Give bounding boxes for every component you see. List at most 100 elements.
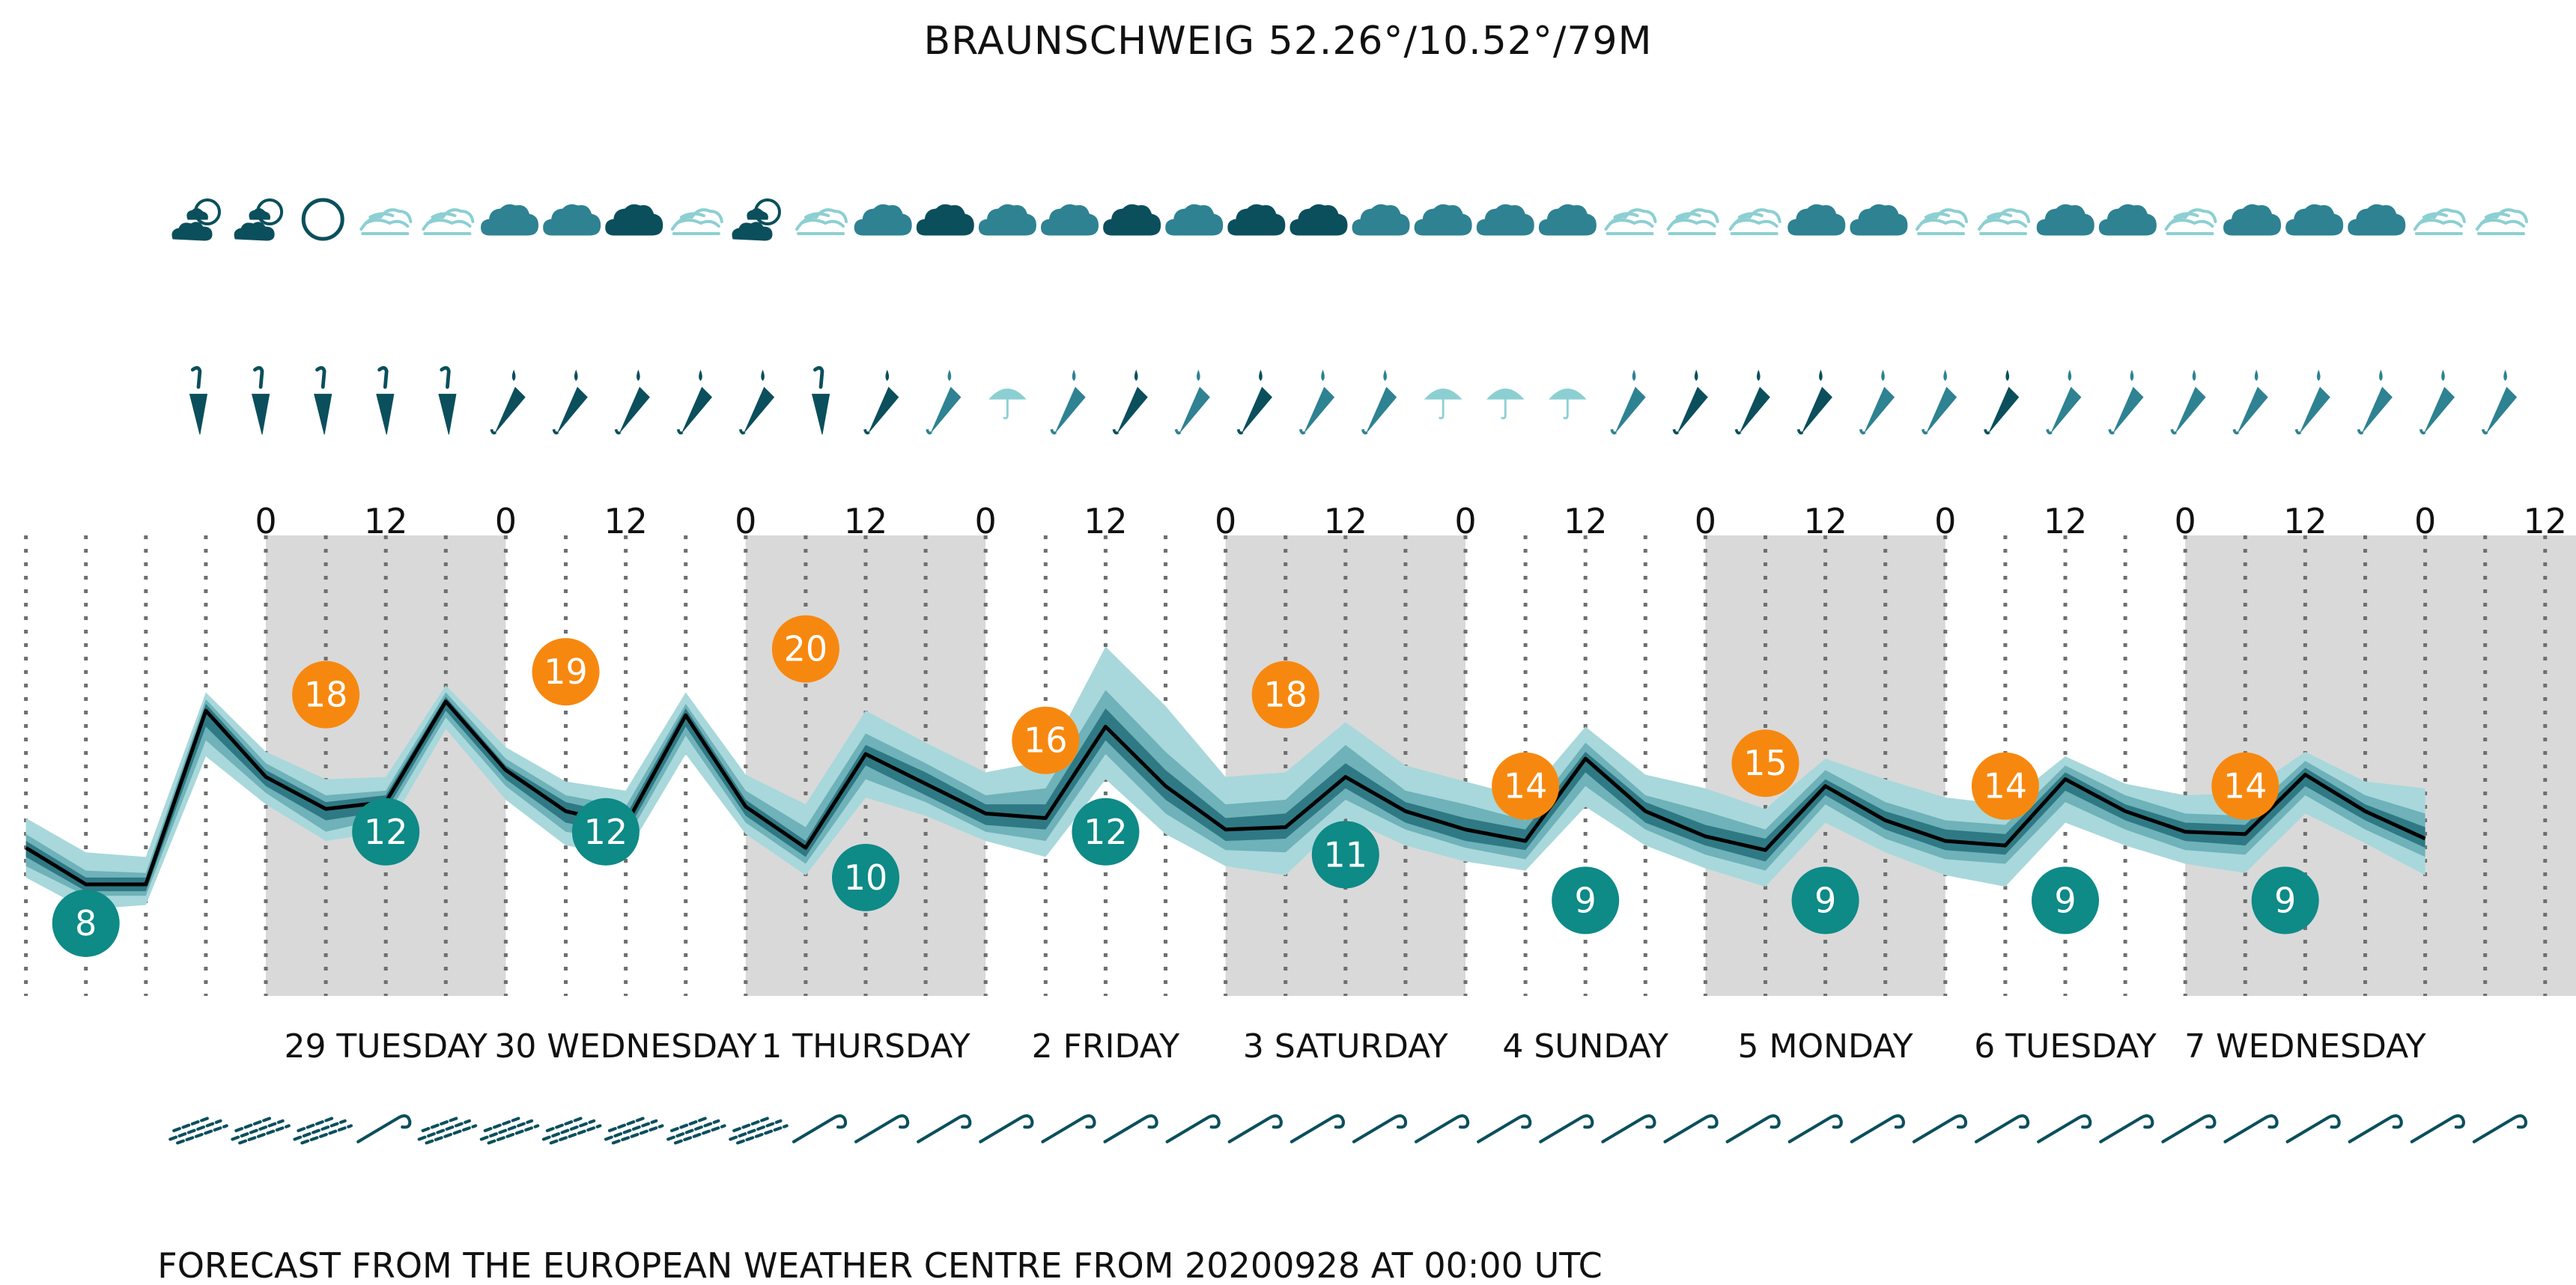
- umbrella-light-icon: [1051, 371, 1085, 433]
- min-temp-marker-1: 12: [352, 798, 419, 866]
- min-temp-marker-7: 9: [1792, 866, 1859, 934]
- open-umbrella-icon: [989, 389, 1026, 418]
- hour-tick-label-13: 12: [1803, 501, 1847, 541]
- fog-icon: [1731, 210, 1780, 234]
- sky-icons-row: [172, 200, 2527, 240]
- min-temp-marker-5-label: 11: [1324, 834, 1368, 875]
- max-temp-marker-1-label: 19: [544, 651, 588, 692]
- closed-umbrella-icon: [189, 368, 207, 434]
- hour-tick-label-11: 12: [1564, 501, 1608, 541]
- min-temp-marker-3: 10: [832, 844, 899, 911]
- closed-umbrella-icon: [377, 368, 394, 434]
- day-label-0: 29 TUESDAY: [284, 1027, 487, 1066]
- day-label-5: 4 SUNDAY: [1502, 1027, 1668, 1066]
- wind-gust-icon: [1354, 1116, 1406, 1142]
- hour-tick-label-18: 0: [2414, 501, 2436, 541]
- wind-gust-icon: [2100, 1116, 2152, 1142]
- min-temp-marker-5: 11: [1312, 821, 1379, 888]
- umbrella-drop-icon: [616, 371, 649, 433]
- wind-lines-icon: [170, 1117, 226, 1143]
- hour-tick-label-12: 0: [1695, 501, 1716, 541]
- partly-clear-icon: [732, 200, 780, 240]
- min-temp-marker-9: 9: [2252, 866, 2319, 934]
- max-temp-marker-6: 15: [1732, 729, 1799, 797]
- day-label-4: 3 SATURDAY: [1243, 1027, 1448, 1066]
- fog-icon: [2415, 210, 2464, 234]
- wind-gust-icon: [1665, 1116, 1717, 1142]
- umbrella-drop-icon: [741, 371, 774, 433]
- wind-gust-icon: [1976, 1116, 2028, 1142]
- umbrella-drop-icon: [491, 371, 525, 433]
- cloud-icon: [2037, 204, 2094, 235]
- partly-clear-icon: [234, 200, 282, 240]
- fog-icon: [423, 210, 473, 234]
- min-temp-marker-4: 12: [1072, 798, 1139, 866]
- wind-gust-icon: [918, 1116, 970, 1142]
- max-temp-marker-2: 20: [772, 616, 839, 683]
- hour-tick-label-10: 0: [1454, 501, 1476, 541]
- chart-title: BRAUNSCHWEIG 52.26°/10.52°/79M: [924, 19, 1653, 64]
- min-temp-marker-4-label: 12: [1084, 812, 1128, 852]
- day-label-1: 30 WEDNESDAY: [494, 1027, 757, 1066]
- hour-tick-label-19: 12: [2524, 501, 2568, 541]
- closed-umbrella-icon: [252, 368, 270, 434]
- fog-icon: [1606, 210, 1655, 234]
- umbrella-drop-icon: [1114, 371, 1147, 433]
- min-temp-marker-1-label: 12: [364, 812, 408, 852]
- hour-tick-label-5: 12: [844, 501, 888, 541]
- cloud-icon: [1166, 204, 1223, 235]
- hour-tick-label-1: 12: [364, 501, 408, 541]
- umbrella-light-icon: [2172, 371, 2205, 433]
- max-temp-marker-7: 14: [1972, 753, 2039, 820]
- max-temp-marker-4: 18: [1252, 661, 1319, 729]
- wind-lines-icon: [294, 1117, 350, 1143]
- dark-cloud-icon: [917, 204, 973, 235]
- hour-ticks: 0120120120120120120120120120120: [255, 501, 2576, 541]
- min-temp-marker-2: 12: [572, 798, 640, 866]
- umbrella-drop-icon: [1239, 371, 1272, 433]
- max-temp-marker-2-label: 20: [784, 629, 828, 669]
- umbrella-light-icon: [1611, 371, 1645, 433]
- wind-gust-icon: [794, 1116, 845, 1142]
- dark-cloud-icon: [1104, 204, 1161, 235]
- hour-tick-label-2: 0: [495, 501, 517, 541]
- wind-gust-icon: [2288, 1116, 2339, 1142]
- hour-tick-label-14: 0: [1934, 501, 1956, 541]
- hour-tick-label-6: 0: [975, 501, 997, 541]
- cloud-icon: [2099, 204, 2156, 235]
- max-temp-marker-5-label: 14: [1504, 766, 1548, 806]
- umbrella-light-icon: [2421, 371, 2455, 433]
- umbrella-drop-icon: [1674, 371, 1707, 433]
- fog-icon: [1668, 210, 1718, 234]
- max-temp-marker-4-label: 18: [1263, 675, 1307, 715]
- max-temp-marker-3: 16: [1012, 707, 1079, 774]
- cloud-icon: [1042, 204, 1099, 235]
- wind-gust-icon: [1540, 1116, 1592, 1142]
- cloud-icon: [1415, 204, 1471, 235]
- umbrella-light-icon: [1923, 371, 1957, 433]
- hour-tick-label-17: 12: [2283, 501, 2327, 541]
- umbrella-light-icon: [927, 371, 961, 433]
- day-label-8: 7 WEDNESDAY: [2184, 1027, 2426, 1066]
- umbrella-drop-icon: [1799, 371, 1832, 433]
- hour-tick-label-16: 0: [2175, 501, 2196, 541]
- wind-gust-icon: [2163, 1116, 2214, 1142]
- wind-lines-icon: [668, 1117, 724, 1143]
- forecast-source-note: FORECAST FROM THE EUROPEAN WEATHER CENTR…: [157, 1245, 1603, 1285]
- closed-umbrella-icon: [812, 368, 830, 434]
- day-labels: 29 TUESDAY 30 WEDNESDAY 1 THURSDAY 2 FRIDAY…: [284, 1027, 2425, 1066]
- day-label-2: 1 THURSDAY: [761, 1027, 970, 1066]
- wind-gust-icon: [1416, 1116, 1468, 1142]
- hour-tick-label-8: 0: [1215, 501, 1236, 541]
- fog-icon: [2477, 210, 2527, 234]
- hour-tick-label-15: 12: [2044, 501, 2088, 541]
- hour-tick-label-3: 12: [604, 501, 648, 541]
- cloud-icon: [2348, 204, 2405, 235]
- wind-gust-icon: [1478, 1116, 1530, 1142]
- min-temp-marker-6: 9: [1552, 866, 1619, 934]
- umbrella-light-icon: [2483, 371, 2517, 433]
- wind-gust-icon: [2350, 1116, 2402, 1142]
- umbrella-light-icon: [2359, 371, 2393, 433]
- wind-gust-icon: [1790, 1116, 1841, 1142]
- fog-icon: [672, 210, 722, 234]
